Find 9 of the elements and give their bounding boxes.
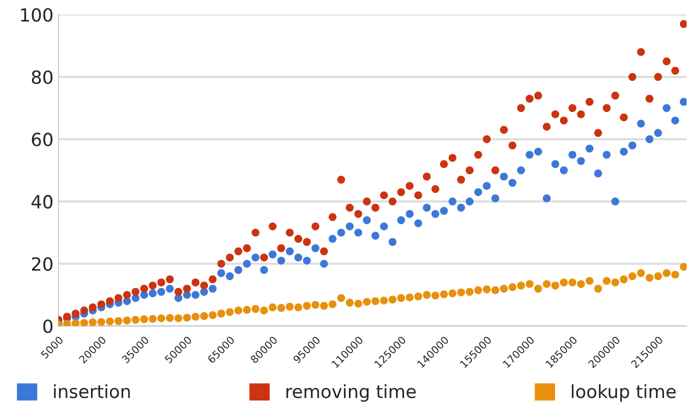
legend-label: insertion xyxy=(54,384,130,398)
legend-label: lookup time xyxy=(572,384,676,402)
y-tick-label: 80 xyxy=(32,70,52,84)
y-tick-label: 0 xyxy=(43,320,52,334)
y-tick-label: 40 xyxy=(32,194,52,209)
legend-label: removing time xyxy=(286,384,416,402)
y-tick-label: 20 xyxy=(32,257,52,271)
y-tick-label: 100 xyxy=(21,8,52,22)
y-tick-label: 60 xyxy=(32,132,52,146)
